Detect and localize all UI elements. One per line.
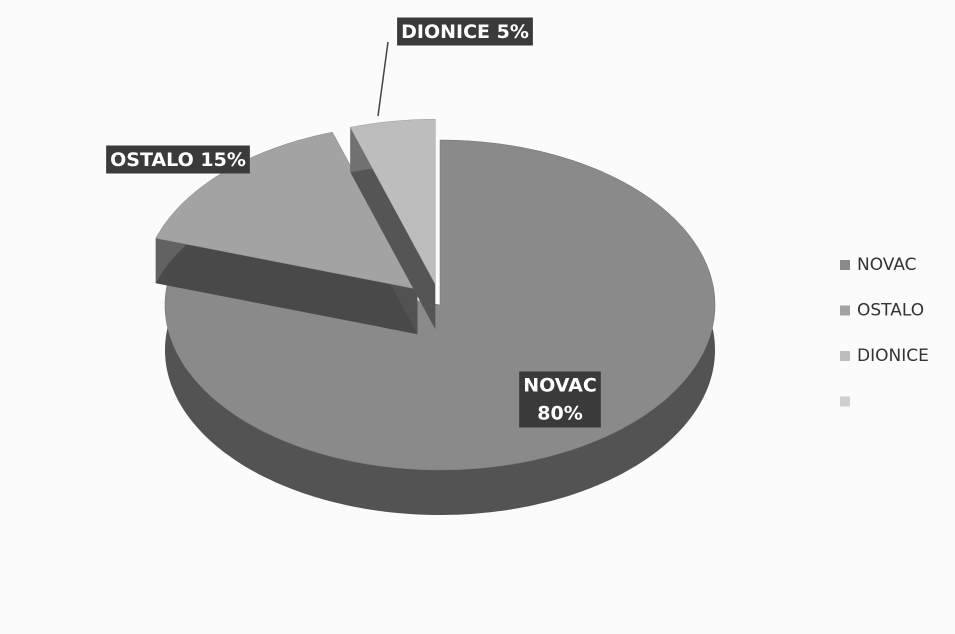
data-label-value: 5% bbox=[497, 21, 529, 43]
slice-side bbox=[155, 238, 418, 335]
leader-line bbox=[377, 41, 389, 117]
legend-swatch bbox=[840, 396, 850, 407]
data-label-box bbox=[519, 371, 601, 428]
data-label-text: OSTALO 15% bbox=[110, 149, 246, 171]
data-label-text: NOVAC bbox=[523, 375, 597, 397]
slice-side bbox=[350, 127, 436, 330]
data-label: DIONICE 5% bbox=[397, 17, 533, 46]
data-label: OSTALO 15% bbox=[106, 145, 250, 174]
legend-label: NOVAC bbox=[857, 255, 917, 275]
data-label: NOVAC 80% bbox=[519, 371, 601, 428]
data-label-box bbox=[397, 17, 533, 46]
data-label-value: 15% bbox=[200, 149, 245, 171]
data-label-text: 80% bbox=[537, 403, 582, 425]
legend-swatch bbox=[840, 305, 850, 316]
data-label-category: DIONICE bbox=[401, 21, 490, 43]
slice bbox=[349, 119, 436, 285]
legend-swatch bbox=[840, 351, 850, 361]
data-label-category: OSTALO bbox=[110, 149, 194, 171]
legend-label: DIONICE bbox=[857, 346, 929, 366]
data-label-text: DIONICE 5% bbox=[401, 21, 529, 43]
data-label-box bbox=[106, 145, 250, 174]
legend-swatch bbox=[840, 260, 850, 270]
legend-label: OSTALO bbox=[857, 301, 924, 321]
